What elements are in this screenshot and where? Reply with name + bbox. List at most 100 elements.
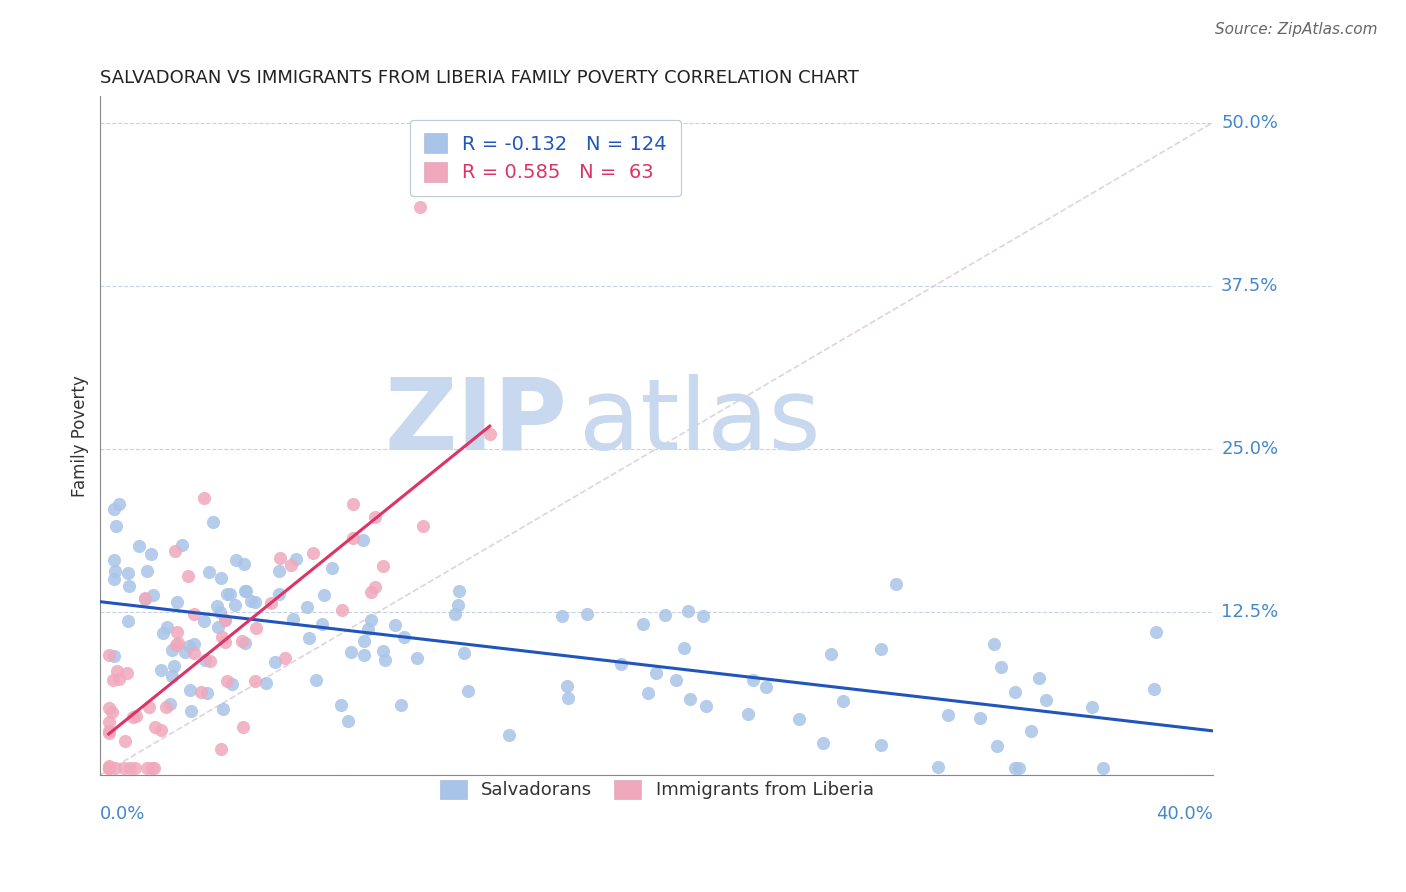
Point <box>209 571 232 585</box>
Point <box>665 673 688 687</box>
Legend: Salvadorans, Immigrants from Liberia: Salvadorans, Immigrants from Liberia <box>433 772 880 806</box>
Text: 0.0%: 0.0% <box>100 805 146 823</box>
Point <box>183 607 205 621</box>
Point <box>143 761 166 775</box>
Point <box>190 684 212 698</box>
Point <box>267 587 290 601</box>
Point <box>374 653 396 667</box>
Point <box>394 630 416 644</box>
Point <box>406 651 429 665</box>
Point <box>285 551 308 566</box>
Point <box>207 620 229 634</box>
Point <box>198 654 221 668</box>
Point <box>741 673 763 687</box>
Point <box>214 635 236 649</box>
Point <box>676 604 699 618</box>
Point <box>235 584 257 599</box>
Point <box>673 641 696 656</box>
Point <box>1142 682 1164 697</box>
Point <box>172 538 194 552</box>
Point <box>138 700 160 714</box>
Point <box>927 760 949 774</box>
Point <box>128 539 150 553</box>
Point <box>654 608 676 623</box>
Text: Source: ZipAtlas.com: Source: ZipAtlas.com <box>1215 22 1378 37</box>
Point <box>339 645 361 659</box>
Point <box>446 598 468 612</box>
Point <box>239 594 262 608</box>
Text: 50.0%: 50.0% <box>1222 113 1278 131</box>
Point <box>260 596 283 610</box>
Point <box>311 616 333 631</box>
Point <box>1081 700 1104 714</box>
Point <box>550 609 572 624</box>
Point <box>269 551 291 566</box>
Point <box>301 546 323 560</box>
Point <box>211 630 233 644</box>
Point <box>360 613 382 627</box>
Point <box>134 591 156 605</box>
Point <box>141 548 163 562</box>
Point <box>353 648 375 662</box>
Point <box>364 580 387 594</box>
Point <box>610 657 633 671</box>
Point <box>97 723 120 738</box>
Point <box>231 634 253 648</box>
Point <box>141 761 163 775</box>
Point <box>321 561 343 575</box>
Point <box>201 516 224 530</box>
Point <box>360 584 382 599</box>
Point <box>233 583 256 598</box>
Point <box>280 558 302 573</box>
Point <box>193 491 215 505</box>
Text: 12.5%: 12.5% <box>1222 603 1278 621</box>
Point <box>820 647 842 661</box>
Point <box>108 672 131 686</box>
Point <box>179 682 201 697</box>
Point <box>125 709 148 723</box>
Point <box>936 707 959 722</box>
Point <box>141 588 163 602</box>
Point <box>813 736 835 750</box>
Text: SALVADORAN VS IMMIGRANTS FROM LIBERIA FAMILY POVERTY CORRELATION CHART: SALVADORAN VS IMMIGRANTS FROM LIBERIA FA… <box>100 69 859 87</box>
Point <box>97 761 120 775</box>
Point <box>150 663 173 677</box>
Point <box>118 761 141 775</box>
Point <box>104 564 127 578</box>
Point <box>447 583 470 598</box>
Point <box>155 700 177 714</box>
Point <box>233 558 256 572</box>
Point <box>159 697 181 711</box>
Point <box>695 699 717 714</box>
Point <box>193 614 215 628</box>
Point <box>1007 761 1029 775</box>
Point <box>267 564 290 578</box>
Point <box>243 673 266 688</box>
Point <box>457 684 479 698</box>
Point <box>1028 671 1050 685</box>
Point <box>209 742 232 756</box>
Point <box>254 676 277 690</box>
Point <box>389 698 412 713</box>
Point <box>217 674 239 689</box>
Point <box>218 587 240 601</box>
Point <box>637 686 659 700</box>
Point <box>453 646 475 660</box>
Point <box>304 673 326 688</box>
Point <box>183 646 205 660</box>
Point <box>412 518 434 533</box>
Point <box>832 694 855 708</box>
Point <box>1092 761 1115 775</box>
Point <box>197 565 219 579</box>
Point <box>983 637 1005 651</box>
Point <box>155 620 177 634</box>
Point <box>755 680 778 694</box>
Point <box>115 666 138 681</box>
Point <box>103 572 125 586</box>
Point <box>207 599 229 613</box>
Point <box>352 533 374 548</box>
Point <box>353 634 375 648</box>
Point <box>633 617 655 632</box>
Point <box>342 497 364 511</box>
Point <box>264 655 287 669</box>
